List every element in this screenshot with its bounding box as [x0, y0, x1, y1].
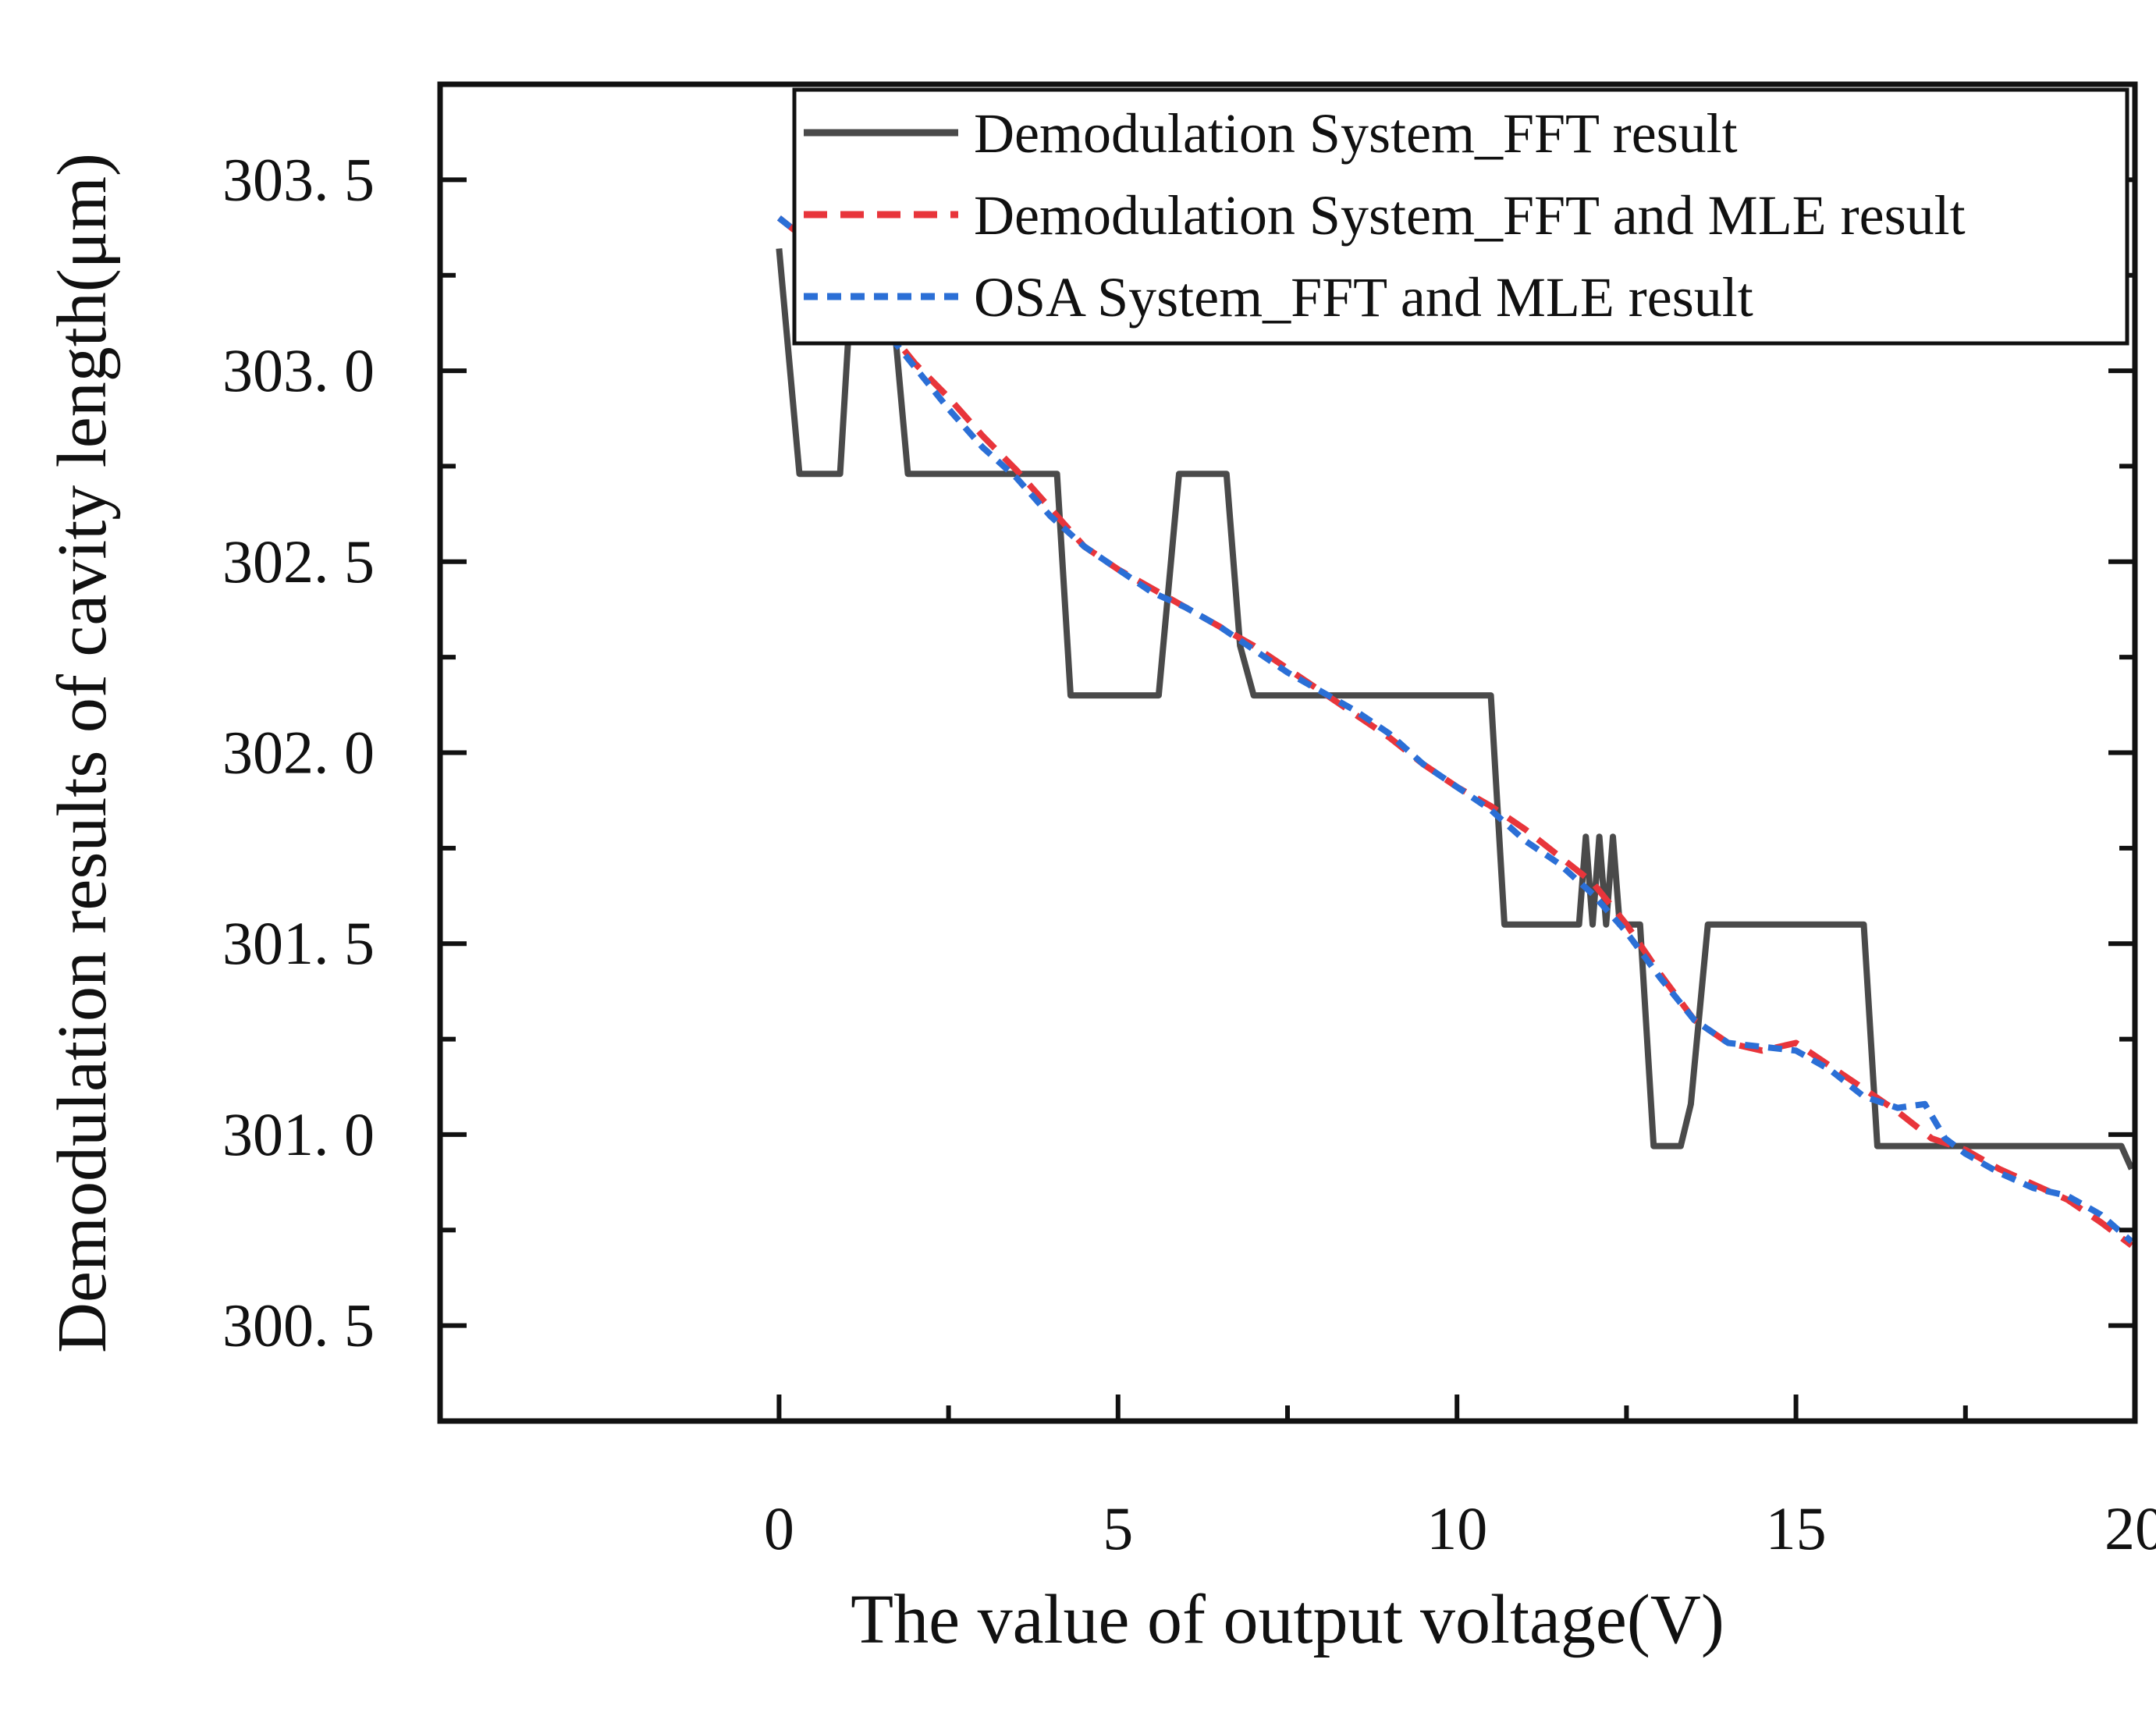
- y-tick-label: 302. 5: [222, 528, 375, 595]
- y-axis-title: Demodulation results of cavity length(μm…: [44, 153, 121, 1353]
- y-tick-label: 300. 5: [222, 1292, 375, 1359]
- legend-label-fft-mle: Demodulation System_FFT and MLE result: [974, 184, 1966, 247]
- y-tick-label: 303. 5: [222, 145, 375, 213]
- series-layer: [776, 215, 2135, 1249]
- tick-layer: 0 5 10 15 20 300. 5 301. 0 301. 5 302. 0 302. 5 30…: [222, 145, 2156, 1562]
- x-axis-title: The value of output voltage(V): [851, 1581, 1724, 1658]
- x-tick-label: 20: [2104, 1494, 2156, 1562]
- x-tick-label: 10: [1426, 1494, 1487, 1562]
- y-tick-label: 301. 5: [222, 909, 375, 977]
- series-line-3: [776, 215, 2134, 1245]
- x-tick-label: 5: [1103, 1494, 1133, 1562]
- x-tick-label: 0: [764, 1494, 794, 1562]
- y-tick-label: 301. 0: [222, 1100, 375, 1168]
- series-line-2: [776, 215, 2134, 1249]
- legend: Demodulation System_FFT result Demodulat…: [792, 87, 2129, 346]
- series-line-1: [776, 245, 2135, 1171]
- x-tick-label: 15: [1766, 1494, 1827, 1562]
- legend-label-fft: Demodulation System_FFT result: [974, 102, 1738, 165]
- legend-label-osa: OSA System_FFT and MLE result: [974, 266, 1753, 329]
- legend-box: [792, 87, 2129, 346]
- y-tick-label: 302. 0: [222, 719, 375, 787]
- y-tick-label: 303. 0: [222, 336, 375, 404]
